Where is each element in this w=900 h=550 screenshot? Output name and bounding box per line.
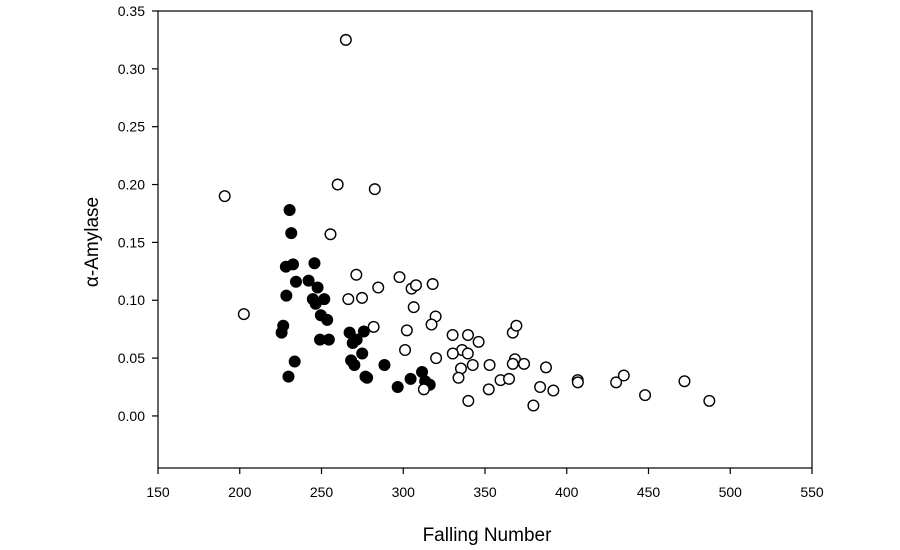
open-data-point	[639, 389, 652, 402]
open-data-point	[547, 384, 560, 397]
open-data-point	[483, 359, 496, 372]
y-axis-title: α-Amylase	[82, 197, 103, 287]
x-tick-label: 300	[392, 484, 416, 500]
filled-data-point	[287, 258, 300, 271]
open-data-point	[237, 308, 250, 321]
open-data-point	[703, 394, 716, 407]
open-data-point	[461, 347, 474, 360]
filled-data-point	[348, 359, 361, 372]
filled-data-point	[404, 372, 417, 385]
filled-data-point	[321, 313, 334, 326]
open-data-point	[400, 324, 413, 337]
filled-data-point	[361, 371, 374, 384]
open-data-point	[461, 328, 474, 341]
open-data-point	[410, 279, 423, 292]
open-data-point	[610, 376, 623, 389]
filled-data-point	[283, 203, 296, 216]
open-data-point	[482, 383, 495, 396]
filled-data-point	[288, 355, 301, 368]
open-data-point	[356, 291, 369, 304]
open-data-point	[446, 328, 459, 341]
x-tick-label: 500	[719, 484, 743, 500]
open-data-point	[466, 359, 479, 372]
open-data-point	[425, 318, 438, 331]
filled-data-point	[350, 333, 363, 346]
x-tick-label: 200	[228, 484, 252, 500]
y-tick-label: 0.25	[118, 119, 145, 135]
filled-data-point	[357, 325, 370, 338]
open-data-point	[342, 293, 355, 306]
open-data-point	[399, 343, 412, 356]
ticks: 150 200 250 300 350 400 450 500 550 0.00 0.05 0.10 0…	[118, 3, 824, 500]
open-data-point	[510, 319, 523, 332]
open-data-point	[462, 394, 475, 407]
open-data-point	[534, 381, 547, 394]
filled-data-point	[308, 257, 321, 270]
x-tick-label: 450	[637, 484, 661, 500]
x-tick-label: 400	[555, 484, 579, 500]
filled-data-point	[322, 333, 335, 346]
y-tick-label: 0.00	[118, 408, 145, 424]
filled-data-point	[311, 281, 324, 294]
filled-data-point	[378, 359, 391, 372]
open-data-point	[407, 301, 420, 314]
open-data-point	[527, 399, 540, 412]
open-data-point	[430, 352, 443, 365]
y-tick-label: 0.15	[118, 234, 145, 250]
open-data-point	[368, 183, 381, 196]
open-data-point	[339, 33, 352, 46]
data-points	[218, 33, 716, 412]
open-data-point	[472, 335, 485, 348]
x-tick-label: 350	[473, 484, 497, 500]
open-data-point	[331, 178, 344, 191]
filled-data-point	[285, 227, 298, 240]
filled-data-point	[289, 275, 302, 288]
open-data-point	[518, 357, 531, 370]
open-data-point	[503, 372, 516, 385]
open-data-point	[218, 190, 231, 203]
open-data-point	[617, 369, 630, 382]
open-data-point	[678, 375, 691, 388]
filled-data-point	[282, 370, 295, 383]
filled-data-point	[302, 274, 315, 287]
x-axis-title: Falling Number	[423, 525, 552, 546]
y-tick-label: 0.35	[118, 3, 145, 19]
x-tick-label: 250	[310, 484, 334, 500]
x-tick-label: 150	[146, 484, 170, 500]
y-tick-label: 0.10	[118, 292, 145, 308]
open-data-point	[426, 278, 439, 291]
open-data-point	[417, 383, 430, 396]
open-data-point	[324, 228, 337, 241]
open-data-point	[367, 320, 380, 333]
open-data-point	[393, 271, 406, 284]
open-data-point	[571, 376, 584, 389]
x-tick-label: 550	[800, 484, 824, 500]
y-tick-label: 0.05	[118, 350, 145, 366]
open-data-point	[446, 347, 459, 360]
y-tick-label: 0.20	[118, 177, 145, 193]
y-tick-label: 0.30	[118, 61, 145, 77]
open-data-point	[452, 371, 465, 384]
open-data-point	[539, 361, 552, 374]
filled-data-point	[318, 293, 331, 306]
filled-data-point	[275, 326, 288, 339]
open-data-point	[350, 268, 363, 281]
open-data-point	[372, 281, 385, 294]
filled-data-point	[280, 289, 293, 302]
filled-data-point	[391, 381, 404, 394]
open-data-point	[506, 357, 519, 370]
filled-data-point	[356, 347, 369, 360]
